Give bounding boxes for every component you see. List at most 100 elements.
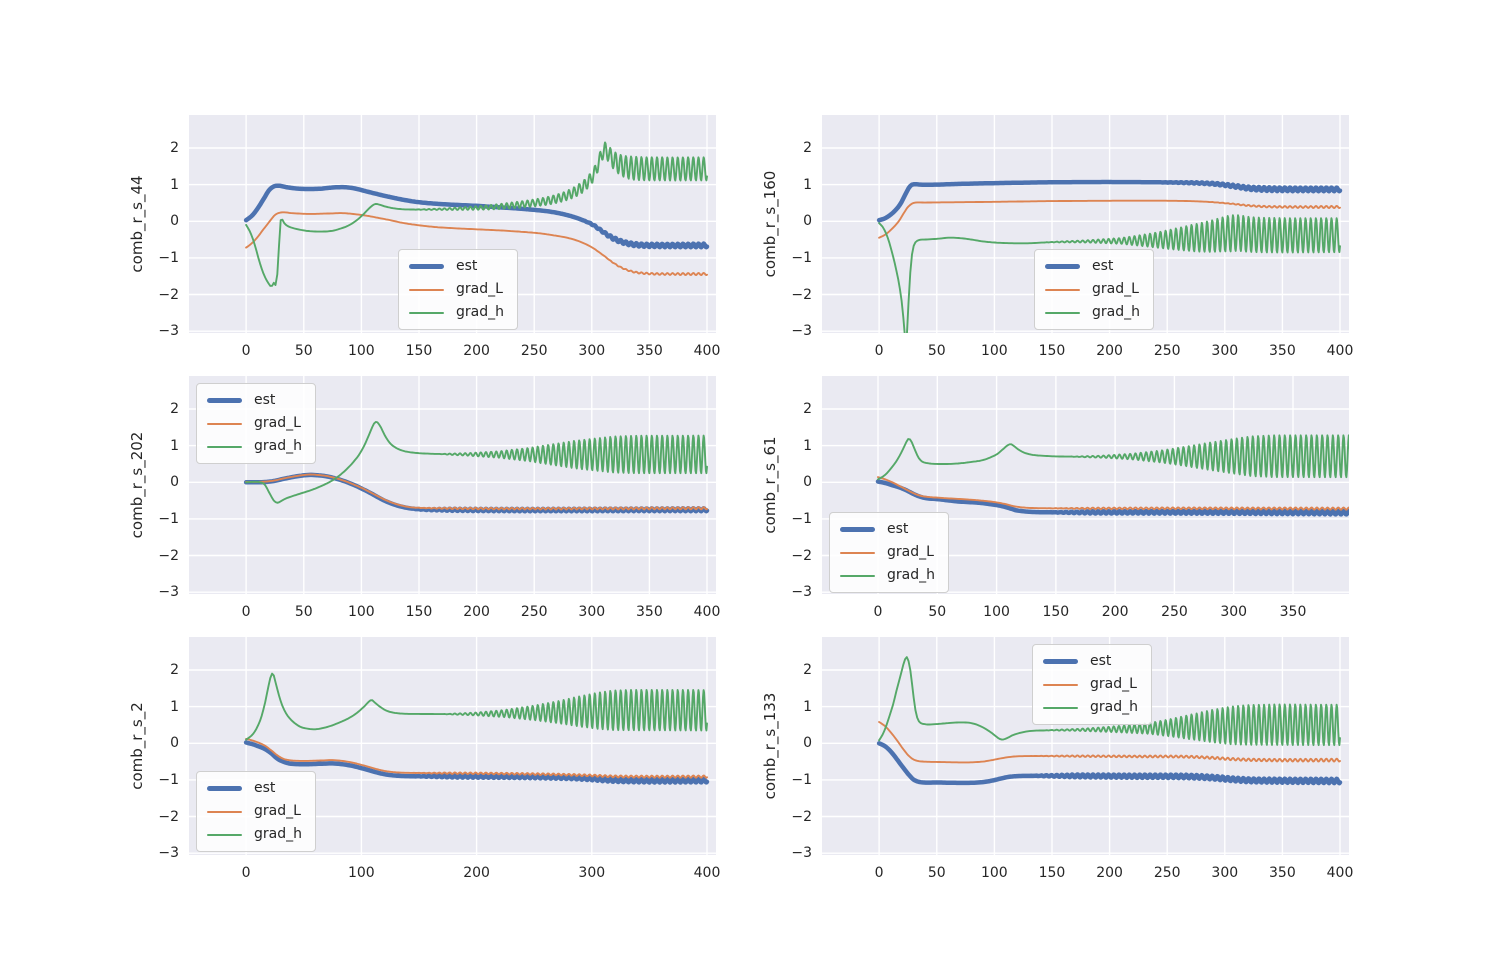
legend-line-sample-grad_h (1045, 311, 1080, 314)
legend-label: grad_h (254, 826, 302, 842)
legend-item: grad_L (840, 544, 935, 561)
y-tick-label: −3 (791, 323, 812, 340)
y-tick-label: −2 (158, 547, 179, 564)
y-tick-label: −2 (791, 286, 812, 303)
series-line-grad_L (245, 473, 708, 511)
y-tick-label: 0 (803, 474, 812, 491)
legend-label: grad_L (1090, 676, 1137, 692)
legend-item: est (207, 780, 302, 797)
legend-line-sample-est (207, 786, 242, 791)
legend-line-sample-grad_L (207, 810, 242, 813)
y-tick-label: 0 (803, 735, 812, 752)
legend: est grad_L grad_h (829, 512, 949, 593)
legend-label: grad_L (1092, 281, 1139, 297)
x-tick-label: 0 (241, 604, 251, 620)
x-tick-label: 300 (1220, 604, 1248, 620)
legend-item: grad_L (409, 281, 504, 298)
legend-item: grad_L (207, 415, 302, 432)
legend-line-sample-grad_L (1045, 288, 1080, 291)
legend-item: grad_h (409, 304, 504, 321)
series-line-grad_L (245, 211, 708, 277)
x-tick-label: 100 (980, 343, 1008, 359)
legend-item: grad_L (207, 803, 302, 820)
x-tick-label: 0 (874, 865, 884, 881)
x-tick-label: 50 (294, 343, 313, 359)
subplot-comb_r_s_202: comb_r_s_202 2 1 0 −1 −2 −3 0 50 100 150 200 250 300 3… (128, 376, 720, 620)
x-tick-label: 350 (636, 604, 663, 620)
legend-line-sample-grad_L (409, 288, 444, 291)
x-tick-label: 350 (636, 343, 663, 359)
x-tick-label: 0 (241, 865, 251, 881)
series-line-est (243, 740, 710, 785)
legend-item: est (409, 258, 504, 275)
y-tick-label: 2 (803, 139, 812, 156)
y-tick-label: −2 (158, 808, 179, 825)
legend-label: est (254, 392, 276, 408)
y-tick-label: 1 (803, 176, 812, 193)
x-tick-label: 200 (463, 865, 490, 881)
y-tick-label: −2 (158, 286, 179, 303)
legend-label: grad_h (1092, 304, 1140, 320)
legend-line-sample-est (1045, 264, 1080, 269)
legend: est grad_L grad_h (1034, 249, 1154, 330)
x-tick-label: 100 (347, 343, 375, 359)
subplot-comb_r_s_160: comb_r_s_160 2 1 0 −1 −2 −3 0 50 100 150 200 250 300 3… (761, 115, 1353, 359)
x-tick-label: 150 (1042, 604, 1070, 620)
y-tick-label: 2 (803, 400, 812, 417)
y-tick-label: −2 (791, 808, 812, 825)
legend-item: est (840, 521, 935, 538)
legend-item: grad_L (1043, 676, 1138, 693)
legend-label: est (1092, 258, 1114, 274)
series-line-est (243, 183, 710, 250)
subplot-comb_r_s_2: comb_r_s_2 2 1 0 −1 −2 −3 0 100 200 300 400 est grad_… (128, 637, 720, 881)
x-tick-label: 250 (1153, 865, 1181, 881)
x-tick-label: 300 (578, 865, 606, 881)
legend-line-sample-grad_h (840, 574, 875, 577)
series-line-grad_h (245, 420, 708, 504)
x-tick-label: 400 (1326, 343, 1354, 359)
series-line-grad_L (877, 476, 1349, 511)
legend-item: est (1043, 653, 1138, 670)
y-tick-label: 2 (170, 400, 179, 417)
legend-line-sample-grad_h (207, 833, 242, 836)
series-line-est (243, 472, 710, 514)
legend-item: grad_h (840, 567, 935, 584)
y-tick-label: −2 (791, 547, 812, 564)
y-tick-label: −3 (791, 584, 812, 601)
y-tick-label: 1 (170, 437, 179, 454)
legend-item: grad_h (207, 826, 302, 843)
legend-item: grad_h (207, 438, 302, 455)
legend-item: grad_h (1043, 699, 1138, 716)
legend: est grad_L grad_h (1032, 644, 1152, 725)
series-line-grad_h (245, 672, 708, 741)
y-tick-label: 1 (170, 698, 179, 715)
x-tick-label: 250 (1153, 343, 1181, 359)
x-tick-label: 400 (693, 604, 721, 620)
x-tick-label: 200 (1096, 343, 1123, 359)
y-tick-label: 1 (803, 698, 812, 715)
x-tick-label: 250 (520, 343, 548, 359)
x-tick-label: 50 (927, 865, 946, 881)
legend-label: est (456, 258, 478, 274)
legend-line-sample-grad_L (1043, 683, 1078, 686)
x-tick-label: 200 (463, 604, 490, 620)
legend-label: grad_h (456, 304, 504, 320)
legend-item: est (207, 392, 302, 409)
legend-label: grad_h (254, 438, 302, 454)
y-tick-label: 2 (170, 139, 179, 156)
legend-item: est (1045, 258, 1140, 275)
y-tick-label: −1 (158, 249, 179, 266)
legend-line-sample-grad_h (409, 311, 444, 314)
x-tick-label: 50 (294, 604, 313, 620)
y-tick-label: 1 (170, 176, 179, 193)
y-tick-label: 2 (803, 661, 812, 678)
x-tick-label: 350 (1269, 343, 1296, 359)
series-line-grad_L (245, 737, 708, 779)
x-tick-label: 400 (1326, 865, 1354, 881)
series-line-grad_h (245, 141, 708, 287)
subplot-comb_r_s_44: comb_r_s_44 2 1 0 −1 −2 −3 0 50 100 150 200 250 300 35… (128, 115, 720, 359)
x-tick-label: 200 (463, 343, 490, 359)
y-tick-label: 0 (170, 213, 179, 230)
x-tick-label: 400 (693, 865, 721, 881)
series-line-grad_h (878, 656, 1341, 747)
